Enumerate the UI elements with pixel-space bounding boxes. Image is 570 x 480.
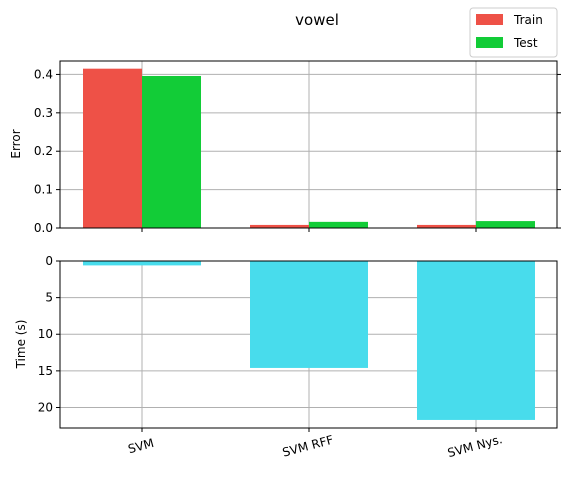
time-ytick-label-3: 15 xyxy=(38,364,53,378)
legend: Train Test xyxy=(469,7,558,58)
time-ytick-label-4: 20 xyxy=(38,400,53,414)
time-y-label: Time (s) xyxy=(14,320,28,370)
legend-swatch-train xyxy=(476,14,503,25)
x-category-label-0: SVM xyxy=(127,436,156,456)
time-x-axis: SVM SVM RFF SVM Nys. xyxy=(127,428,504,460)
legend-label-test: Test xyxy=(513,36,538,50)
time-ytick-label-0: 0 xyxy=(45,254,53,268)
x-category-label-2: SVM Nys. xyxy=(446,432,504,460)
time-panel: 0 5 10 15 20 SVM SVM RFF SVM Nys. Time (s) xyxy=(14,254,558,460)
bar-error-train-1 xyxy=(250,224,309,228)
time-y-axis: 0 5 10 15 20 xyxy=(38,254,60,414)
legend-label-train: Train xyxy=(513,13,543,27)
bar-time-2 xyxy=(417,261,535,420)
error-ytick-label-1: 0.1 xyxy=(34,183,53,197)
legend-swatch-test xyxy=(476,37,503,48)
error-ytick-label-3: 0.3 xyxy=(34,106,53,120)
bar-error-test-1 xyxy=(309,221,368,228)
bar-error-test-2 xyxy=(476,221,535,228)
error-x-ticks xyxy=(141,228,477,232)
bar-error-test-0 xyxy=(142,75,201,228)
time-bars xyxy=(83,261,535,420)
bar-error-train-0 xyxy=(83,68,142,228)
error-y-label: Error xyxy=(9,129,23,158)
error-ytick-label-0: 0.0 xyxy=(34,221,53,235)
error-ytick-label-2: 0.2 xyxy=(34,144,53,158)
chart-title: vowel xyxy=(295,11,339,29)
bar-time-0 xyxy=(83,261,201,266)
time-ytick-label-2: 10 xyxy=(38,327,53,341)
x-category-label-1: SVM RFF xyxy=(281,433,335,460)
error-ytick-label-4: 0.4 xyxy=(34,67,53,81)
error-bars xyxy=(83,68,535,228)
bar-error-train-2 xyxy=(417,224,476,228)
error-y-axis: 0.0 0.1 0.2 0.3 0.4 xyxy=(34,67,561,235)
error-panel: 0.0 0.1 0.2 0.3 0.4 Error xyxy=(9,60,561,235)
time-ytick-label-1: 5 xyxy=(45,291,53,305)
bar-time-1 xyxy=(250,261,368,368)
